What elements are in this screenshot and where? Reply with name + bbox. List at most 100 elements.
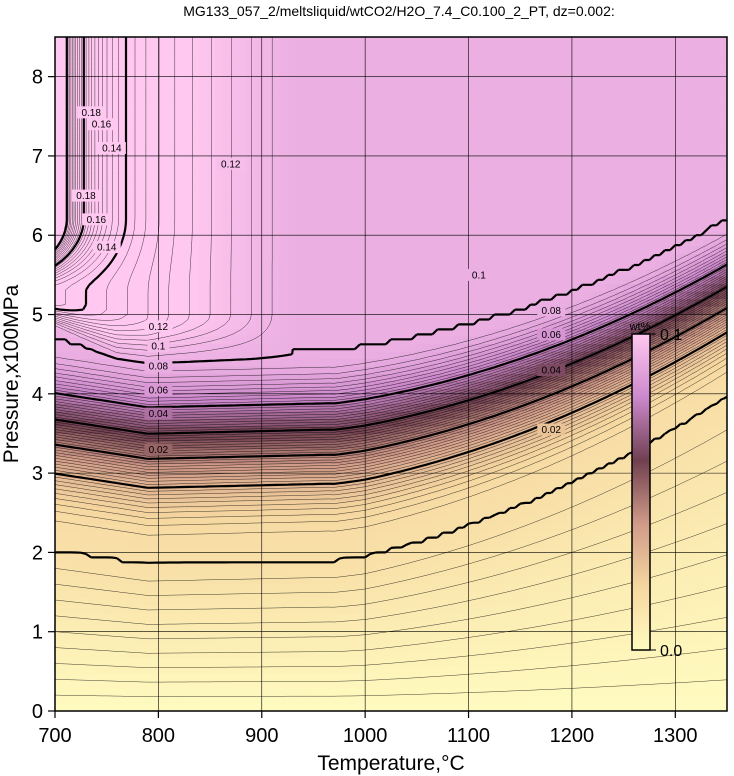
field-cell xyxy=(159,508,168,517)
field-cell xyxy=(183,209,192,218)
field-cell xyxy=(463,696,472,705)
field-cell xyxy=(55,486,64,495)
field-cell xyxy=(103,89,112,98)
field-cell xyxy=(151,523,160,532)
field-cell xyxy=(455,621,464,630)
field-cell xyxy=(279,246,288,255)
field-cell xyxy=(367,179,376,188)
field-cell xyxy=(159,134,168,143)
field-cell xyxy=(335,269,344,278)
field-cell xyxy=(423,44,432,53)
field-cell xyxy=(151,291,160,300)
field-cell xyxy=(431,531,440,540)
field-cell xyxy=(431,553,440,562)
field-cell xyxy=(167,531,176,540)
field-cell xyxy=(79,366,88,375)
field-cell xyxy=(239,561,248,570)
field-cell xyxy=(263,366,272,375)
field-cell xyxy=(303,374,312,383)
field-cell xyxy=(359,531,368,540)
field-cell xyxy=(343,216,352,225)
field-cell xyxy=(343,246,352,255)
field-cell xyxy=(423,374,432,383)
field-cell xyxy=(303,523,312,532)
field-cell xyxy=(407,329,416,338)
field-cell xyxy=(143,51,152,61)
field-cell xyxy=(455,606,464,615)
field-cell xyxy=(359,388,368,398)
field-cell xyxy=(199,329,208,338)
field-cell xyxy=(367,403,376,413)
field-cell xyxy=(271,209,280,218)
field-cell xyxy=(135,381,144,390)
field-cell xyxy=(415,643,424,652)
field-cell xyxy=(399,681,408,690)
field-cell xyxy=(279,111,288,120)
field-cell xyxy=(399,658,408,667)
field-cell xyxy=(479,463,488,472)
field-cell xyxy=(183,276,192,285)
field-cell xyxy=(95,51,104,61)
field-cell xyxy=(351,134,360,143)
field-cell xyxy=(79,523,88,532)
field-cell xyxy=(383,231,392,240)
field-cell xyxy=(95,523,104,532)
field-cell xyxy=(287,493,296,502)
field-cell xyxy=(223,546,232,555)
field-cell xyxy=(335,171,344,180)
field-cell xyxy=(463,284,472,293)
field-cell xyxy=(391,374,400,383)
field-cell xyxy=(215,254,224,263)
field-cell xyxy=(359,209,368,218)
field-cell xyxy=(495,224,504,233)
field-cell xyxy=(391,104,400,113)
field-cell xyxy=(71,254,80,263)
field-cell xyxy=(287,209,296,218)
field-cell xyxy=(399,201,408,210)
field-cell xyxy=(159,186,168,195)
field-cell xyxy=(103,37,112,46)
field-cell xyxy=(359,591,368,600)
field-cell xyxy=(191,388,200,398)
field-cell xyxy=(263,388,272,398)
field-cell xyxy=(255,501,264,510)
field-cell xyxy=(191,598,200,607)
field-cell xyxy=(303,478,312,487)
field-cell xyxy=(399,583,408,592)
field-cell xyxy=(319,381,328,390)
field-cell xyxy=(375,246,384,255)
field-cell xyxy=(135,179,144,188)
field-cell xyxy=(191,119,200,128)
field-cell xyxy=(391,51,400,61)
field-cell xyxy=(327,44,336,53)
field-cell xyxy=(407,681,416,690)
field-cell xyxy=(247,374,256,383)
field-cell xyxy=(487,284,496,293)
field-cell xyxy=(351,471,360,480)
field-cell xyxy=(55,329,64,338)
field-cell xyxy=(239,463,248,472)
field-cell xyxy=(191,299,200,308)
field-cell xyxy=(487,696,496,705)
field-cell xyxy=(327,561,336,570)
field-cell xyxy=(319,628,328,637)
field-cell xyxy=(287,81,296,91)
field-cell xyxy=(103,508,112,517)
field-cell xyxy=(87,141,96,150)
field-cell xyxy=(471,149,480,158)
field-cell xyxy=(263,433,272,442)
field-cell xyxy=(143,81,152,91)
field-cell xyxy=(271,254,280,263)
field-cell xyxy=(375,508,384,517)
field-cell xyxy=(255,508,264,517)
field-cell xyxy=(199,321,208,330)
field-cell xyxy=(431,134,440,143)
field-cell xyxy=(271,591,280,600)
field-cell xyxy=(415,688,424,697)
field-cell xyxy=(175,254,184,263)
field-cell xyxy=(431,583,440,592)
field-cell xyxy=(351,493,360,502)
field-cell xyxy=(319,306,328,315)
field-cell xyxy=(351,81,360,91)
field-cell xyxy=(391,418,400,428)
